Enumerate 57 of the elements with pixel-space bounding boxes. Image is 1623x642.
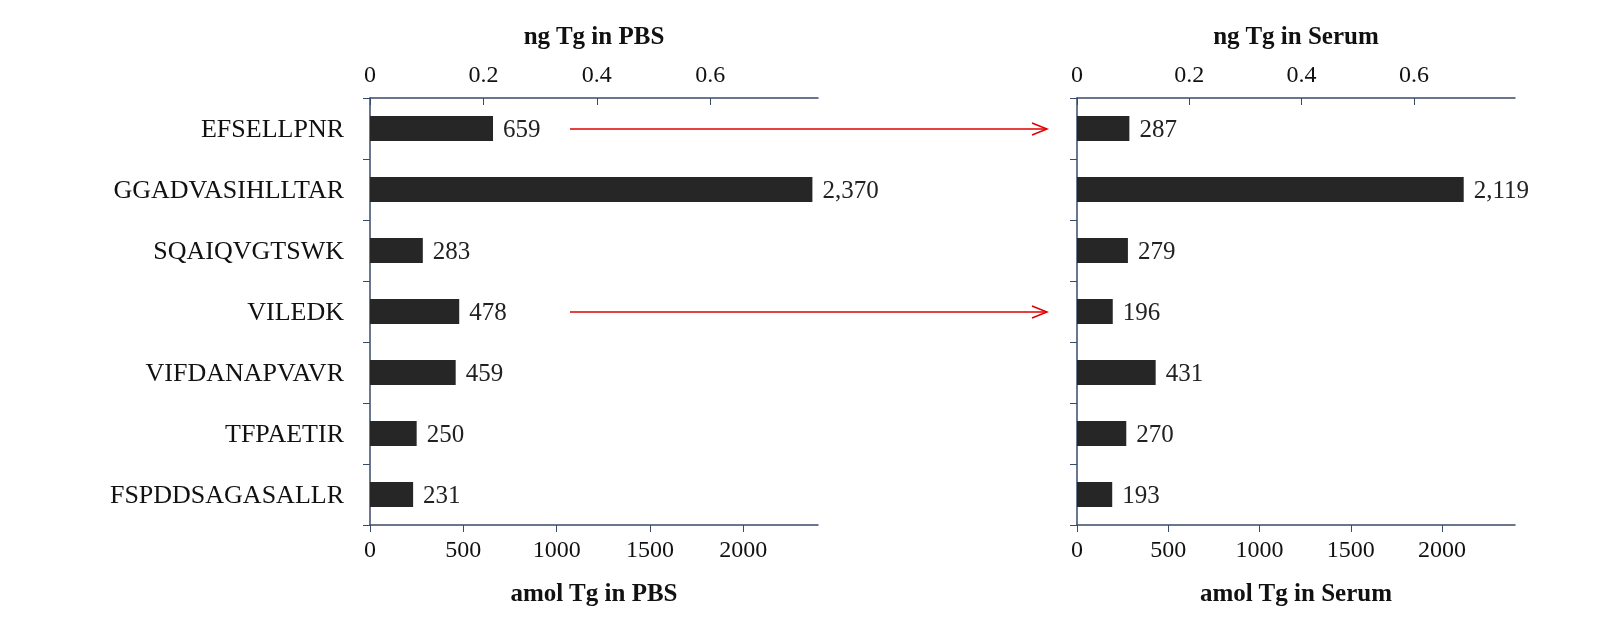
bar <box>370 421 417 446</box>
data-label: 231 <box>423 481 461 508</box>
data-label: 279 <box>1137 237 1176 264</box>
x2-axis-title: ng Tg in Serum <box>1213 22 1379 49</box>
x-tick-label: 1500 <box>1326 536 1375 562</box>
x-tick-label: 500 <box>1150 536 1187 562</box>
y-tick-label: VILEDK <box>247 297 345 326</box>
data-label: 659 <box>503 115 541 142</box>
bar <box>1077 421 1127 446</box>
x2-tick-label: 0 <box>364 61 376 87</box>
x2-tick-label: 0.6 <box>1398 61 1429 87</box>
data-label: 270 <box>1136 420 1174 447</box>
x2-axis-title: ng Tg in PBS <box>523 22 665 49</box>
x-tick-label: 0 <box>364 536 376 562</box>
x2-tick-label: 0.2 <box>1174 61 1205 87</box>
x2-tick-label: 0 <box>1071 61 1083 87</box>
data-label: 250 <box>426 420 465 447</box>
bar <box>370 177 813 202</box>
bar <box>1077 238 1128 263</box>
bar <box>1077 177 1464 202</box>
x-axis-title: amol Tg in Serum <box>1200 579 1393 606</box>
x-tick-label: 2000 <box>1418 536 1466 562</box>
data-label: 459 <box>465 359 504 386</box>
x2-tick-label: 0.6 <box>695 61 726 87</box>
x-tick-label: 500 <box>445 536 482 562</box>
x-tick-label: 1500 <box>626 536 674 562</box>
x-axis-title: amol Tg in PBS <box>510 579 678 606</box>
data-label: 287 <box>1139 115 1177 142</box>
bar <box>370 482 414 507</box>
data-label: 193 <box>1122 481 1160 508</box>
x2-tick-label: 0.4 <box>581 61 612 87</box>
bar <box>370 238 423 263</box>
bar <box>370 299 460 324</box>
y-tick-label: FSPDDSAGASALLR <box>109 480 345 509</box>
bar <box>1077 482 1113 507</box>
x-tick-label: 0 <box>1071 536 1083 562</box>
x2-tick-label: 0.2 <box>468 61 499 87</box>
y-tick-label: VIFDANAPVAVR <box>145 358 345 387</box>
y-tick-label: EFSELLPNR <box>200 114 345 143</box>
x-tick-label: 1000 <box>532 536 581 562</box>
x-tick-label: 2000 <box>719 536 768 562</box>
data-label: 431 <box>1165 359 1204 386</box>
bar <box>370 116 494 141</box>
bar <box>370 360 456 385</box>
y-tick-label: GGADVASIHLLTAR <box>113 175 345 204</box>
x-tick-label: 1000 <box>1235 536 1284 562</box>
bar <box>1077 360 1156 385</box>
data-label: 283 <box>432 237 471 264</box>
y-tick-label: TFPAETIR <box>225 419 345 448</box>
bar <box>1077 116 1130 141</box>
data-label: 478 <box>469 298 507 325</box>
bar <box>1077 299 1113 324</box>
x2-tick-label: 0.4 <box>1286 61 1317 87</box>
data-label: 2,370 <box>822 176 879 203</box>
data-label: 2,119 <box>1473 176 1530 203</box>
data-label: 196 <box>1122 298 1161 325</box>
y-tick-label: SQAIQVGTSWK <box>153 236 345 265</box>
